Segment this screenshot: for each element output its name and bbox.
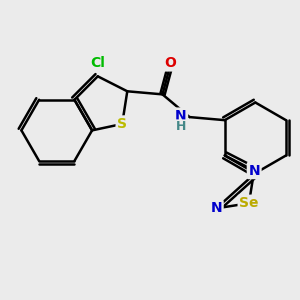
Text: H: H — [176, 120, 186, 134]
Text: Se: Se — [239, 196, 259, 210]
Text: O: O — [164, 56, 176, 70]
Text: N: N — [211, 201, 222, 215]
Text: N: N — [248, 164, 260, 178]
Text: Cl: Cl — [90, 56, 105, 70]
Text: N: N — [175, 109, 187, 123]
Text: S: S — [117, 117, 127, 131]
